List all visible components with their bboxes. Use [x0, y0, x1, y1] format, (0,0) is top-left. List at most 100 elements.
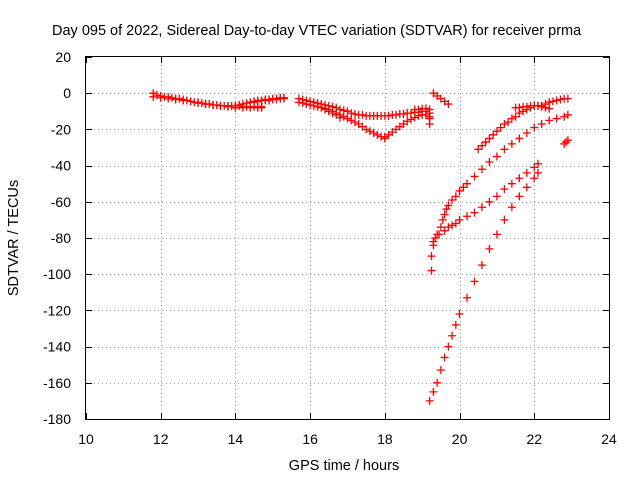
data-point — [399, 110, 408, 119]
data-point — [279, 94, 288, 103]
data-point — [167, 93, 176, 102]
data-point — [451, 320, 460, 329]
data-point — [431, 234, 440, 242]
data-point — [552, 114, 561, 123]
data-point — [522, 129, 531, 138]
data-point — [186, 97, 195, 106]
data-point — [507, 139, 516, 148]
data-point — [309, 101, 318, 110]
data-point — [534, 159, 543, 168]
data-points — [149, 89, 572, 405]
plot-frame — [85, 56, 610, 420]
data-point — [562, 138, 571, 147]
y-tick-label: -160 — [43, 375, 71, 391]
data-point — [489, 130, 498, 139]
y-tick-label: -20 — [51, 121, 71, 137]
data-point — [429, 237, 438, 246]
y-tick-labels: 20 0 -20 -40 -60 -80 -100 -120 -140 -160 -180 — [43, 49, 71, 427]
data-point — [470, 277, 479, 286]
data-point — [530, 163, 539, 172]
series-pass-d — [250, 94, 288, 107]
data-point — [253, 97, 262, 106]
data-point — [537, 101, 546, 110]
data-point — [560, 112, 569, 121]
data-point — [459, 183, 468, 192]
data-point — [507, 179, 516, 188]
data-point — [369, 129, 378, 138]
data-point — [448, 221, 457, 230]
data-point — [350, 118, 359, 127]
data-point — [343, 114, 352, 123]
data-point — [194, 99, 203, 108]
x-tick-label: 14 — [228, 431, 244, 447]
data-point — [455, 310, 464, 319]
data-point — [265, 96, 274, 105]
data-point — [164, 94, 173, 103]
data-point — [563, 110, 572, 119]
data-point — [149, 92, 158, 101]
data-point — [392, 110, 401, 119]
data-point — [534, 168, 543, 177]
data-point — [436, 366, 445, 375]
data-point — [223, 102, 232, 111]
series-pass-g — [321, 105, 345, 122]
data-point — [548, 97, 557, 106]
data-point — [373, 130, 382, 139]
data-point — [541, 100, 550, 109]
data-point — [474, 145, 483, 154]
data-point — [530, 123, 539, 132]
data-point — [242, 99, 251, 108]
data-point — [156, 93, 165, 102]
x-tick-label: 18 — [377, 431, 393, 447]
data-point — [302, 100, 311, 109]
data-point — [339, 112, 348, 121]
data-point — [347, 116, 356, 125]
data-point — [477, 141, 486, 150]
series-pass-j — [429, 89, 453, 109]
data-point — [492, 230, 501, 239]
data-point — [328, 109, 337, 118]
data-point — [485, 134, 494, 143]
data-point — [522, 102, 531, 111]
data-point — [500, 119, 509, 128]
data-point — [485, 157, 494, 166]
data-point — [442, 205, 451, 214]
data-point — [451, 219, 460, 228]
data-point — [492, 127, 501, 136]
y-axis-title: SDTVAR / TECUs — [6, 180, 22, 296]
data-point — [451, 192, 460, 201]
data-point — [436, 223, 445, 232]
data-point — [209, 100, 218, 109]
data-point — [485, 197, 494, 206]
data-point — [477, 165, 486, 174]
data-point — [481, 138, 490, 147]
x-tick-label: 16 — [302, 431, 318, 447]
data-point — [427, 252, 436, 261]
data-point — [477, 261, 486, 270]
chart-title: Day 095 of 2022, Sidereal Day-to-day VTE… — [52, 23, 582, 39]
data-point — [470, 172, 479, 181]
data-point — [463, 179, 472, 188]
data-point — [321, 105, 330, 114]
data-point — [358, 110, 367, 119]
data-point — [515, 174, 524, 183]
data-point — [324, 107, 333, 116]
data-point — [522, 168, 531, 177]
series-pass-h — [380, 110, 434, 141]
data-point — [384, 111, 393, 120]
data-point — [298, 99, 307, 108]
x-tick-label: 20 — [452, 431, 468, 447]
x-tick-label: 12 — [153, 431, 169, 447]
data-point — [257, 103, 266, 112]
data-point — [250, 98, 259, 107]
data-point — [171, 95, 180, 104]
data-point — [500, 215, 509, 224]
data-point — [477, 203, 486, 212]
x-axis-title: GPS time / hours — [289, 458, 399, 474]
data-point — [216, 101, 225, 110]
data-point — [492, 192, 501, 201]
data-point — [433, 230, 442, 239]
y-tick-label: 0 — [63, 85, 71, 101]
data-point — [403, 117, 412, 126]
